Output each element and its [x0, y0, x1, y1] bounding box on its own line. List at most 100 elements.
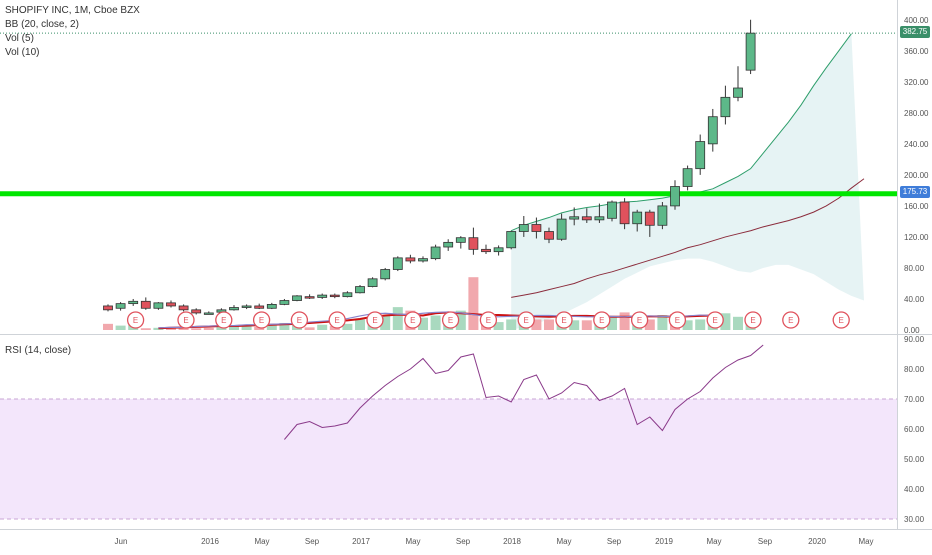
- rsi-tick-label: 90.00: [904, 335, 925, 344]
- earnings-marker: [441, 311, 460, 329]
- volume-bar: [644, 319, 655, 330]
- candle-body: [392, 257, 403, 270]
- earnings-marker: [366, 311, 384, 329]
- volume-bar: [241, 326, 252, 330]
- candle-body: [342, 292, 353, 298]
- earnings-marker-label: E: [133, 316, 138, 325]
- time-tick-label: Sep: [305, 537, 320, 546]
- bb-band-fill: [511, 33, 864, 330]
- volume-bar: [619, 312, 630, 330]
- time-tick-label: 2019: [655, 537, 673, 546]
- earnings-marker-label: E: [448, 316, 453, 325]
- candle-body: [581, 216, 592, 221]
- volume-bar: [607, 316, 617, 330]
- earnings-marker-label: E: [221, 316, 226, 325]
- candle-body: [279, 300, 290, 305]
- candle-body: [266, 304, 277, 309]
- time-tick-label: Jun: [115, 537, 128, 546]
- volume-bar: [191, 328, 202, 330]
- time-tick-label: May: [556, 537, 571, 546]
- time-tick-label: May: [706, 537, 721, 546]
- candle-body: [191, 309, 202, 314]
- candle-body: [203, 312, 214, 315]
- time-tick-label: Sep: [607, 537, 622, 546]
- candle-body: [506, 231, 517, 249]
- volume-bar: [506, 319, 517, 330]
- volume-bar: [392, 307, 403, 330]
- earnings-marker-label: E: [839, 316, 844, 325]
- chart-title: SHOPIFY INC, 1M, Cboe BZX: [5, 5, 140, 16]
- earnings-marker: [479, 311, 498, 329]
- legend: SHOPIFY INC, 1M, Cboe BZX BB (20, close,…: [5, 4, 140, 60]
- candle-body: [707, 116, 718, 145]
- volume-bar: [581, 320, 592, 330]
- earnings-marker: [177, 311, 195, 329]
- volume-bar: [279, 322, 290, 330]
- candle-body: [115, 303, 126, 309]
- candle-body: [544, 231, 554, 240]
- rsi-tick-label: 80.00: [904, 365, 925, 374]
- volume-bar: [229, 325, 239, 330]
- volume-bar: [140, 328, 151, 330]
- candle-body: [468, 237, 479, 250]
- legend-vol5: Vol (5): [5, 33, 34, 44]
- candle-body: [518, 224, 529, 232]
- price-tick-label: 240.00: [904, 140, 929, 149]
- earnings-marker-label: E: [637, 316, 642, 325]
- candle-body: [292, 295, 302, 301]
- volume-bar: [657, 315, 668, 330]
- candle-body: [380, 269, 391, 280]
- time-tick-label: May: [254, 537, 269, 546]
- earnings-marker: [630, 311, 649, 329]
- candle-body: [695, 141, 706, 170]
- legend-bb: BB (20, close, 2): [5, 19, 79, 30]
- candle-body: [229, 307, 239, 311]
- volume-bar: [569, 320, 580, 330]
- time-tick-label: 2016: [201, 537, 219, 546]
- earnings-marker-label: E: [750, 316, 755, 325]
- rsi-legend: RSI (14, close): [5, 344, 71, 358]
- rsi-band: [0, 399, 897, 519]
- earnings-marker: [517, 311, 535, 329]
- candle-body: [670, 186, 680, 207]
- price-tick-label: 120.00: [904, 233, 929, 242]
- earnings-marker: [782, 311, 800, 329]
- earnings-marker: [290, 311, 309, 329]
- candle-body: [531, 224, 542, 232]
- rsi-tick-label: 60.00: [904, 425, 925, 434]
- candle-body: [430, 246, 441, 260]
- volume-bar: [317, 324, 328, 330]
- volume-bar: [266, 324, 277, 330]
- time-tick-label: May: [858, 537, 873, 546]
- candle-body: [317, 294, 328, 298]
- candle-body: [644, 211, 655, 226]
- price-tick-label: 400.00: [904, 16, 929, 25]
- volume-bar: [531, 319, 542, 330]
- volume-bar: [254, 326, 265, 330]
- rsi-tick-label: 30.00: [904, 515, 925, 524]
- earnings-marker: [252, 311, 271, 329]
- earnings-marker: [126, 311, 145, 329]
- earnings-marker-label: E: [335, 316, 340, 325]
- time-tick-label: 2017: [352, 537, 370, 546]
- volume-bar: [203, 327, 214, 330]
- bb-basis-line: [511, 178, 865, 298]
- earnings-marker: [744, 311, 762, 329]
- earnings-marker: [215, 311, 233, 329]
- earnings-marker-label: E: [561, 316, 566, 325]
- earnings-marker: [555, 311, 573, 329]
- level-price-badge: 175.73: [900, 186, 930, 198]
- time-tick-label: Sep: [758, 537, 773, 546]
- earnings-marker-label: E: [259, 316, 264, 325]
- volume-bar: [178, 328, 189, 330]
- volume-bar: [455, 310, 466, 330]
- time-tick-label: 2020: [808, 537, 826, 546]
- earnings-marker: [404, 311, 422, 329]
- candle-body: [632, 211, 643, 225]
- candle-body: [405, 257, 416, 262]
- rsi-title: RSI (14, close): [5, 345, 72, 356]
- earnings-marker: [328, 311, 346, 329]
- price-tick-label: 160.00: [904, 202, 929, 211]
